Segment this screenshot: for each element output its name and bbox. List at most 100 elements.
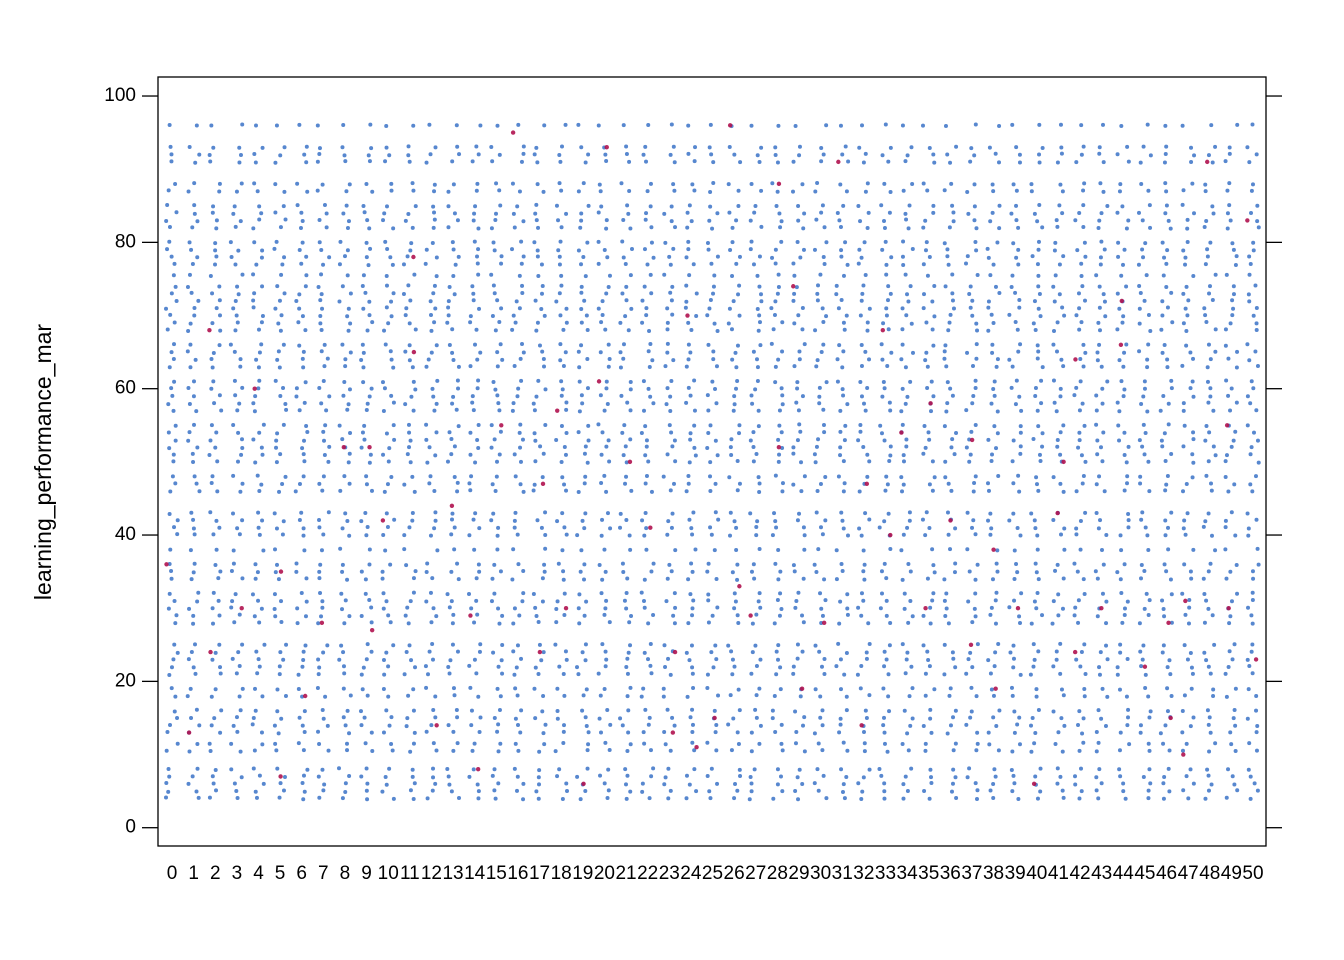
point — [452, 525, 457, 530]
point — [866, 621, 871, 626]
point — [930, 488, 935, 493]
point — [1011, 481, 1016, 486]
point — [992, 379, 997, 384]
point — [1054, 649, 1059, 654]
point — [1138, 723, 1143, 728]
point — [708, 204, 713, 209]
point — [218, 671, 223, 676]
point — [534, 394, 539, 399]
point — [1095, 438, 1100, 443]
point — [639, 694, 644, 699]
point — [889, 350, 894, 355]
point — [1191, 547, 1196, 552]
point — [253, 708, 258, 713]
point — [1009, 767, 1014, 772]
point — [542, 562, 547, 567]
point — [1162, 562, 1167, 567]
point — [774, 649, 779, 654]
point — [401, 262, 406, 267]
point — [1210, 160, 1215, 165]
point — [364, 255, 369, 260]
point — [195, 219, 200, 224]
point — [881, 379, 886, 384]
point — [318, 590, 323, 595]
point — [1012, 781, 1017, 786]
point — [886, 511, 891, 516]
point — [1017, 160, 1022, 165]
point — [840, 365, 845, 370]
point — [213, 248, 218, 253]
point — [867, 693, 872, 698]
point — [585, 357, 590, 362]
point — [688, 350, 693, 355]
point — [986, 518, 991, 523]
point — [494, 211, 499, 216]
point — [214, 430, 219, 435]
point — [451, 182, 456, 187]
point — [469, 723, 474, 728]
point — [1251, 313, 1256, 318]
point — [1117, 438, 1122, 443]
point — [732, 606, 737, 611]
point — [759, 188, 764, 193]
point — [604, 291, 609, 296]
point — [1181, 408, 1186, 413]
point — [427, 445, 432, 450]
point — [649, 240, 654, 245]
point — [1058, 641, 1063, 646]
point — [1012, 548, 1017, 553]
point — [824, 314, 829, 319]
point — [1205, 708, 1210, 713]
point — [1180, 748, 1185, 753]
point — [1248, 796, 1253, 801]
point — [272, 592, 277, 597]
point — [449, 569, 454, 574]
point — [734, 386, 739, 391]
point — [388, 562, 393, 567]
point — [492, 248, 497, 253]
point — [1099, 211, 1104, 216]
point — [1040, 613, 1045, 618]
point — [1230, 313, 1235, 318]
point — [1035, 343, 1040, 348]
point — [964, 445, 969, 450]
point — [468, 613, 473, 618]
point — [771, 327, 776, 332]
point — [1210, 204, 1215, 209]
point — [1116, 423, 1121, 428]
point — [1034, 570, 1039, 575]
point — [988, 219, 993, 224]
point — [839, 248, 844, 253]
point — [1117, 748, 1122, 753]
point — [217, 189, 222, 194]
point — [1204, 320, 1209, 325]
point — [239, 181, 244, 186]
points — [164, 122, 1261, 802]
point — [495, 547, 500, 552]
point — [812, 452, 817, 457]
point — [251, 766, 256, 771]
point — [793, 789, 798, 794]
point — [1204, 598, 1209, 603]
x-tick-label: 49 — [1221, 863, 1242, 884]
point — [363, 741, 368, 746]
point — [861, 569, 866, 574]
point — [883, 488, 888, 493]
point — [1015, 722, 1020, 727]
point — [684, 773, 689, 778]
point — [347, 387, 352, 392]
point — [780, 489, 785, 494]
point — [1208, 730, 1213, 735]
point — [1127, 742, 1132, 747]
point — [770, 181, 775, 186]
point — [274, 526, 279, 531]
point — [1211, 408, 1216, 413]
point — [275, 687, 280, 692]
point — [1031, 437, 1036, 442]
point — [769, 341, 774, 346]
point — [690, 569, 695, 574]
x-tick-label: 35 — [918, 863, 939, 884]
point — [802, 715, 807, 720]
point — [391, 643, 396, 648]
point — [428, 590, 433, 595]
